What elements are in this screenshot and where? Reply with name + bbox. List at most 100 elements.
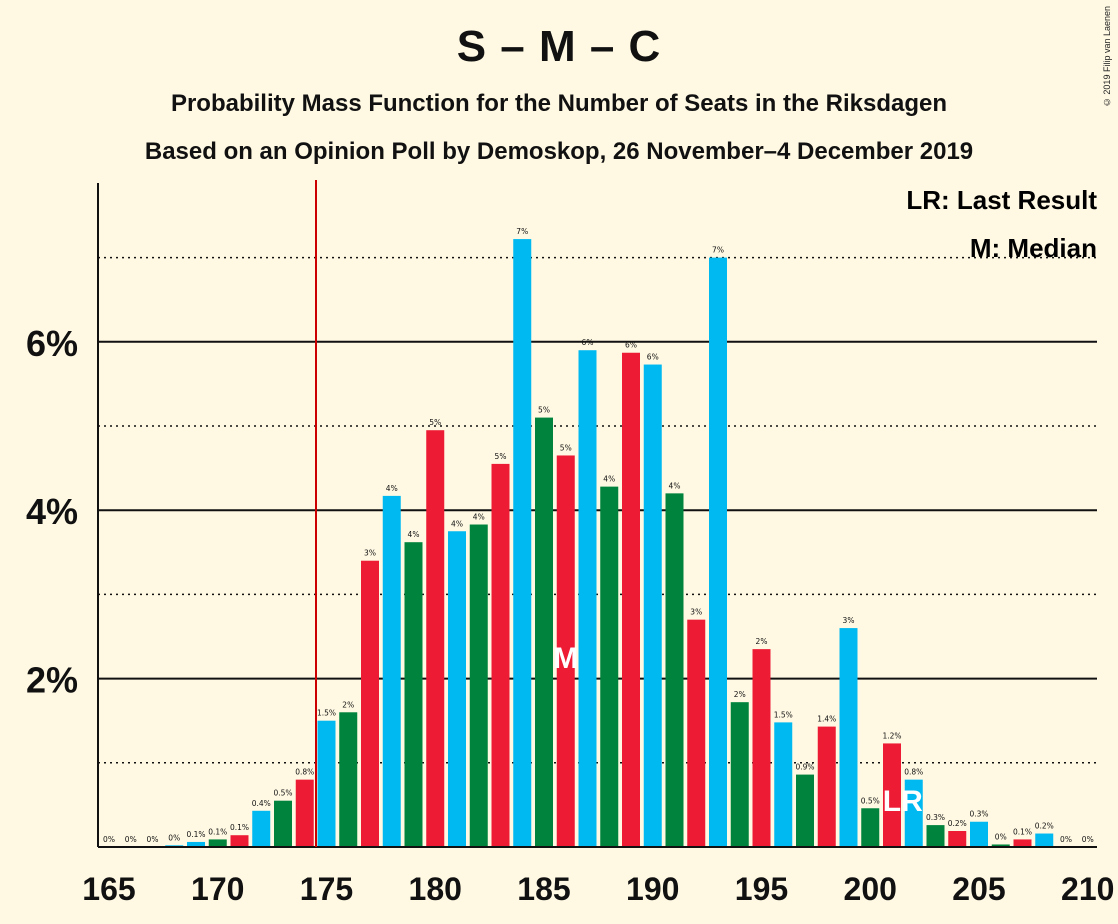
bar-label-180: 5% [429, 418, 441, 427]
bar-label-193: 7% [712, 246, 724, 255]
bar-181 [448, 531, 466, 847]
bar-label-179: 4% [408, 530, 420, 539]
y-tick-label: 6% [26, 323, 78, 364]
x-tick-label: 210 [1061, 871, 1114, 907]
bars [165, 239, 1054, 848]
chart-subtitle-2: Based on an Opinion Poll by Demoskop, 26… [144, 138, 974, 165]
bar-label-170: 0.1% [208, 827, 227, 836]
bar-label-192: 3% [690, 608, 702, 617]
axes: 2% 4% 6% 165 170 175 180 185 190 195 200 205 210 M LR [26, 180, 1114, 907]
bar-label-206: 0% [995, 832, 1007, 841]
legend-last-result: LR: Last Result [906, 185, 1097, 215]
bar-label-197: 0.9% [795, 763, 814, 772]
bar-label-166: 0% [125, 835, 137, 844]
bar-label-169: 0.1% [186, 830, 205, 839]
legend: LR: Last Result M: Median [906, 185, 1097, 263]
bar-206 [991, 844, 1010, 847]
bar-value-labels: 0% 0% 0% 0% 0.1% 0.1% 0.1%0.4%0.5%0.8%1.5%2%3%… [103, 227, 1094, 844]
bar-178 [382, 495, 401, 847]
bar-198 [817, 726, 836, 847]
bar-label-188: 4% [603, 475, 615, 484]
last-result-marker: LR [883, 785, 923, 818]
bar-label-186: 5% [560, 443, 572, 452]
bar-202 [904, 779, 923, 847]
bar-172 [252, 810, 271, 847]
bar-label-198: 1.4% [817, 715, 836, 724]
bar-label-187: 6% [582, 338, 594, 347]
bar-label-195: 2% [756, 637, 768, 646]
bar-190 [643, 364, 662, 847]
bar-171 [230, 835, 249, 847]
bar-label-176: 2% [342, 700, 354, 709]
bar-182 [469, 524, 488, 847]
bar-179 [404, 542, 423, 847]
bar-label-191: 4% [669, 481, 681, 490]
bar-189 [622, 352, 640, 847]
bar-177 [361, 560, 379, 847]
x-tick-label: 195 [735, 871, 788, 907]
bar-194 [730, 702, 749, 847]
bar-label-209: 0% [1060, 835, 1072, 844]
bar-label-205: 0.3% [969, 810, 988, 819]
bar-label-165: 0% [103, 835, 115, 844]
bar-197 [796, 774, 814, 847]
bar-label-203: 0.3% [926, 813, 945, 822]
legend-median: M: Median [970, 233, 1097, 263]
bar-170 [208, 839, 227, 847]
bar-205 [970, 821, 988, 847]
bar-label-172: 0.4% [252, 799, 271, 808]
bar-label-177: 3% [364, 549, 376, 558]
bar-185 [535, 417, 553, 847]
bar-183 [491, 463, 510, 847]
bar-label-184: 7% [516, 227, 528, 236]
bar-187 [578, 350, 597, 847]
bar-label-189: 6% [625, 341, 637, 350]
bar-label-167: 0% [147, 835, 159, 844]
bar-label-210: 0% [1082, 835, 1094, 844]
grid-lines [98, 256, 1097, 764]
bar-176 [339, 712, 358, 847]
bar-label-173: 0.5% [273, 789, 292, 798]
bar-184 [513, 239, 532, 848]
bar-label-182: 4% [473, 513, 485, 522]
bar-label-175: 1.5% [317, 709, 336, 718]
x-tick-label: 170 [191, 871, 244, 907]
bar-label-208: 0.2% [1035, 822, 1054, 831]
bar-191 [665, 493, 684, 847]
bar-label-202: 0.8% [904, 768, 923, 777]
bar-201 [883, 743, 901, 847]
bar-label-199: 3% [843, 616, 855, 625]
bar-199 [839, 628, 858, 847]
bar-label-181: 4% [451, 519, 463, 528]
y-tick-label: 4% [26, 491, 78, 532]
bar-195 [752, 649, 771, 847]
bar-180 [426, 430, 445, 847]
bar-192 [687, 619, 706, 847]
bar-200 [861, 808, 880, 847]
bar-label-196: 1.5% [774, 710, 793, 719]
bar-188 [600, 486, 619, 847]
bar-169 [187, 841, 205, 847]
x-tick-label: 200 [844, 871, 897, 907]
bar-label-190: 6% [647, 353, 659, 362]
bar-203 [926, 825, 945, 847]
bar-174 [295, 779, 314, 847]
bar-label-178: 4% [386, 484, 398, 493]
chart-title: S – M – C [456, 22, 662, 71]
bar-208 [1035, 833, 1054, 847]
bar-175 [317, 720, 336, 847]
bar-label-207: 0.1% [1013, 827, 1032, 836]
bar-173 [274, 800, 292, 847]
x-tick-label: 205 [952, 871, 1005, 907]
bar-label-183: 5% [495, 452, 507, 461]
x-tick-label: 185 [517, 871, 570, 907]
bar-label-194: 2% [734, 690, 746, 699]
bar-186 [556, 455, 575, 847]
x-tick-label: 165 [82, 871, 135, 907]
bar-label-204: 0.2% [948, 819, 967, 828]
chart-subtitle-1: Probability Mass Function for the Number… [170, 90, 948, 117]
bar-label-201: 1.2% [882, 731, 901, 740]
bar-label-171: 0.1% [230, 823, 249, 832]
bar-label-174: 0.8% [295, 768, 314, 777]
